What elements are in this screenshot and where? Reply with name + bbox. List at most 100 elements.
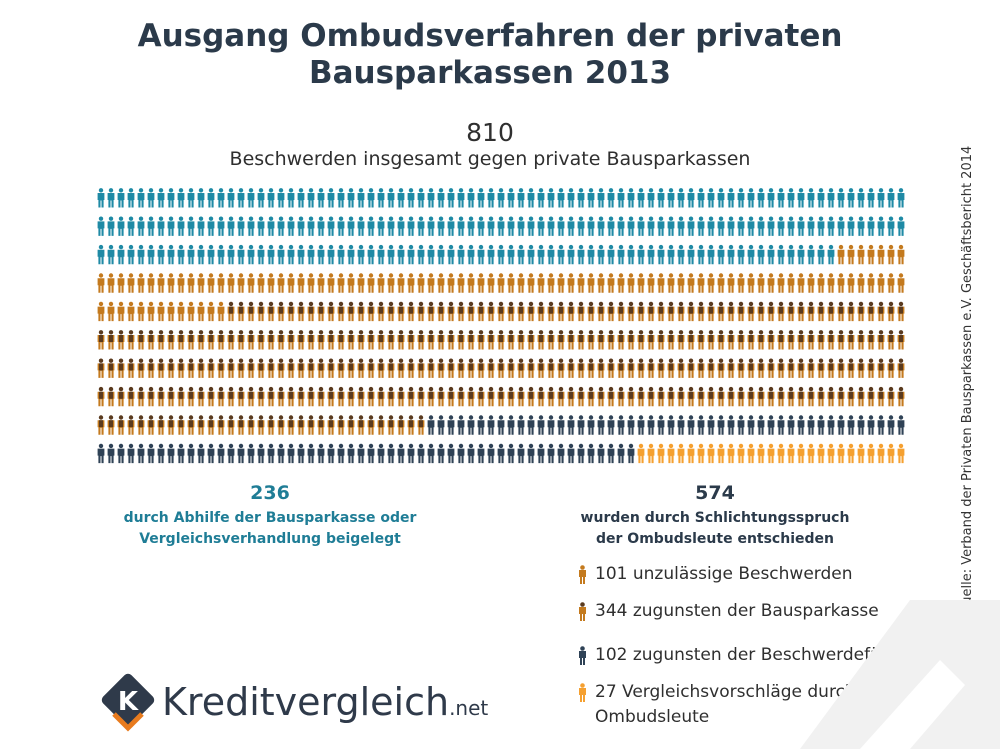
person-mark-3 [467,301,475,322]
person-mark-2 [627,273,635,293]
person-mark-3 [707,301,715,322]
person-mark-1 [887,216,895,236]
person-mark-1 [747,244,755,265]
person-mark-2 [197,273,205,293]
person-mark-1 [437,216,445,236]
person-mark-3 [737,386,745,407]
person-mark-4 [327,443,335,464]
person-mark-3 [167,415,175,435]
person-mark-1 [327,244,335,265]
brand-logo[interactable]: Kreditvergleich.net [162,680,488,724]
person-mark-1 [277,244,285,265]
person-mark-1 [747,188,755,208]
person-mark-3 [447,301,455,322]
person-mark-1 [727,216,735,236]
person-mark-3 [627,330,635,350]
person-mark-1 [297,244,305,265]
person-mark-3 [257,415,265,435]
person-mark-3 [417,386,425,407]
person-mark-3 [327,301,335,322]
person-mark-1 [327,188,335,208]
person-mark-3 [567,301,575,322]
person-mark-1 [707,188,715,208]
person-mark-4 [157,443,165,464]
person-mark-3 [167,330,175,350]
person-mark-1 [367,216,375,236]
person-mark-4 [567,443,575,464]
person-mark-4 [297,443,305,464]
person-mark-4 [427,443,435,464]
person-mark-1 [467,216,475,236]
person-mark-1 [557,244,565,265]
person-mark-4 [117,443,125,464]
person-mark-2 [207,301,215,322]
person-mark-2 [217,301,225,322]
person-mark-4 [527,415,535,435]
person-mark-1 [487,244,495,265]
person-mark-3 [97,358,105,378]
person-mark-3 [457,301,465,322]
person-mark-1 [837,188,845,208]
person-mark-3 [207,330,215,350]
person-mark-1 [497,188,505,208]
person-mark-1 [427,244,435,265]
person-mark-3 [797,358,805,378]
person-mark-3 [857,386,865,407]
person-mark-3 [547,330,555,350]
person-mark-3 [177,330,185,350]
person-mark-3 [557,358,565,378]
person-mark-1 [407,244,415,265]
person-mark-4 [557,415,565,435]
person-mark-2 [257,273,265,293]
person-mark-3 [227,358,235,378]
person-mark-1 [647,216,655,236]
person-mark-1 [527,244,535,265]
person-mark-2 [807,273,815,293]
person-mark-3 [237,301,245,322]
person-mark-3 [737,358,745,378]
person-mark-4 [867,415,875,435]
person-mark-1 [287,188,295,208]
person-mark-3 [647,301,655,322]
person-mark-1 [207,244,215,265]
person-mark-3 [377,386,385,407]
person-mark-3 [697,301,705,322]
person-mark-3 [807,386,815,407]
person-mark-1 [887,188,895,208]
person-mark-3 [167,386,175,407]
brand-tld: .net [449,696,489,720]
person-mark-3 [377,301,385,322]
person-mark-2 [707,273,715,293]
person-mark-1 [477,188,485,208]
person-mark-3 [577,386,585,407]
person-mark-3 [707,330,715,350]
person-mark-1 [107,244,115,265]
person-mark-2 [347,273,355,293]
person-mark-3 [587,330,595,350]
person-mark-2 [677,273,685,293]
person-mark-1 [417,244,425,265]
person-mark-1 [737,244,745,265]
person-mark-4 [497,443,505,464]
person-mark-1 [247,216,255,236]
person-mark-3 [517,358,525,378]
person-mark-3 [97,386,105,407]
person-mark-1 [627,216,635,236]
legend-label-2: 344 zugunsten der Bausparkasse [595,601,879,621]
person-mark-3 [247,415,255,435]
person-mark-1 [717,188,725,208]
person-mark-4 [597,443,605,464]
person-mark-4 [247,443,255,464]
person-mark-2 [577,273,585,293]
person-mark-4 [617,415,625,435]
person-mark-4 [397,443,405,464]
person-mark-3 [307,415,315,435]
person-mark-1 [457,188,465,208]
person-mark-1 [357,188,365,208]
person-mark-1 [307,216,315,236]
person-mark-1 [237,244,245,265]
person-mark-3 [457,386,465,407]
person-mark-1 [757,216,765,236]
person-mark-3 [807,301,815,322]
person-mark-1 [817,244,825,265]
